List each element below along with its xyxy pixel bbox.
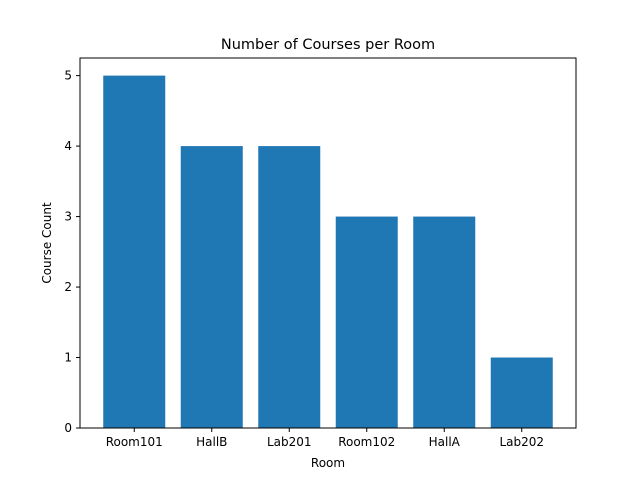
x-axis-ticks: Room101 HallB Lab201 Room102 HallA Lab202 <box>106 428 544 449</box>
bar-lab202 <box>490 357 553 428</box>
plot-frame <box>79 57 577 429</box>
x-axis-label: Room <box>311 456 345 470</box>
x-tick-label: HallA <box>429 435 461 449</box>
x-tick-label: Room102 <box>338 435 395 449</box>
bar-lab201 <box>258 146 321 428</box>
x-tick-label: Room101 <box>106 435 163 449</box>
bar-room102 <box>335 216 398 428</box>
x-tick-label: Lab201 <box>267 435 312 449</box>
chart-title: Number of Courses per Room <box>221 37 435 53</box>
bars-group <box>103 75 553 428</box>
x-tick-label: Lab202 <box>499 435 544 449</box>
y-axis-label: Course Count <box>40 202 54 284</box>
bar-room101 <box>103 75 166 428</box>
y-tick-label: 3 <box>64 210 72 224</box>
x-tick-label: HallB <box>196 435 227 449</box>
bar-hallb <box>180 146 243 428</box>
y-axis-ticks: 0 1 2 3 4 5 <box>64 69 80 435</box>
y-tick-label: 5 <box>64 69 72 83</box>
y-tick-label: 0 <box>64 421 72 435</box>
y-tick-label: 4 <box>64 139 72 153</box>
bar-halla <box>413 216 476 428</box>
y-tick-label: 1 <box>64 351 72 365</box>
y-tick-label: 2 <box>64 280 72 294</box>
